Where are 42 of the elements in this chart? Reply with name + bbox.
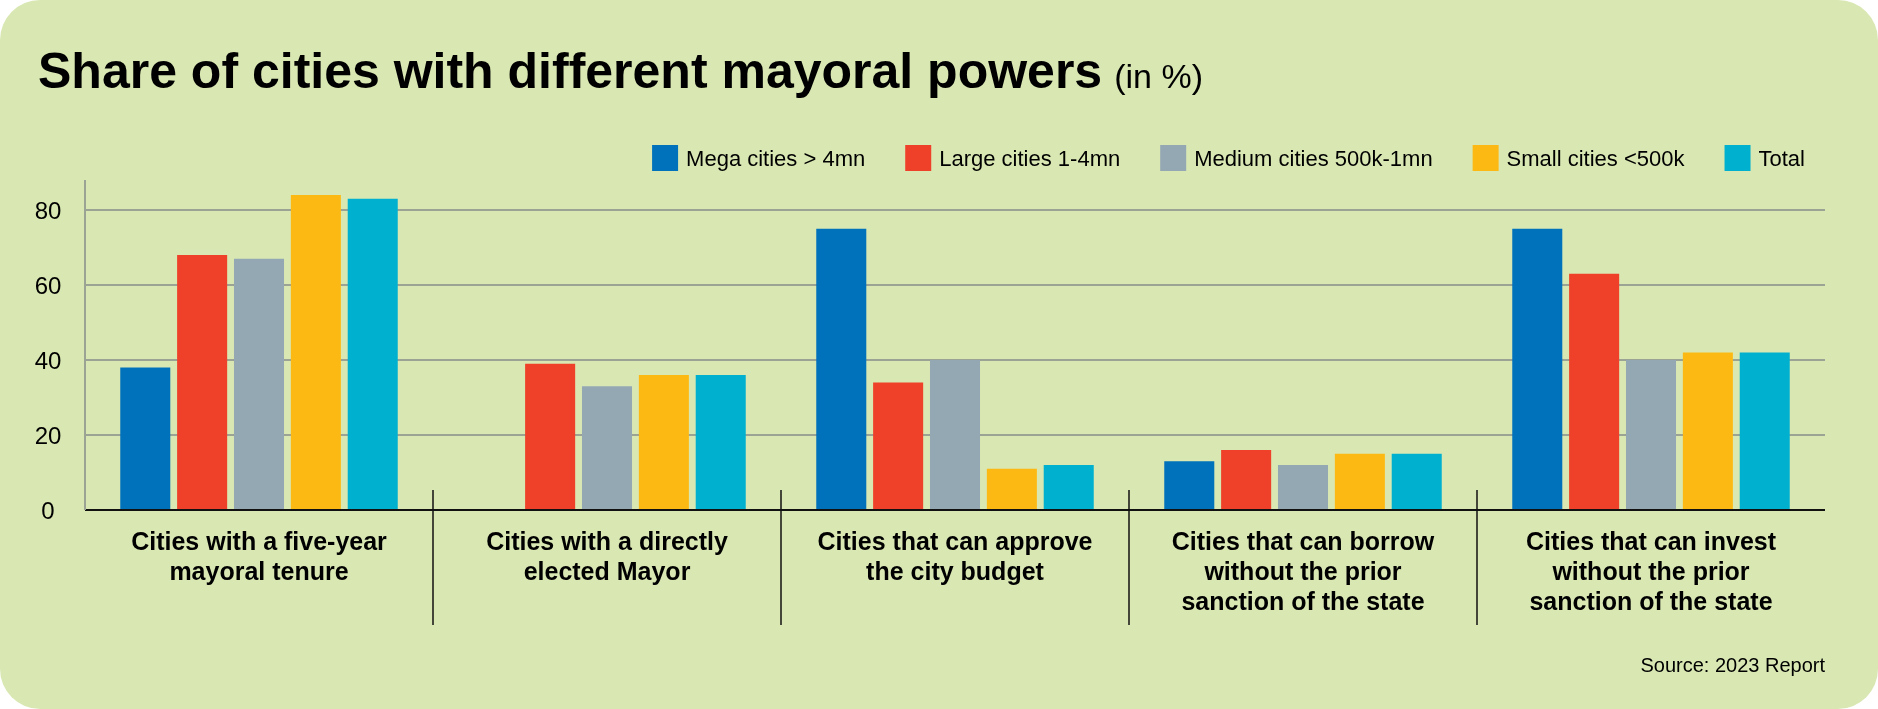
source-note: Source: 2023 Report	[1640, 654, 1826, 676]
bar	[120, 367, 171, 510]
bar	[1334, 453, 1385, 510]
legend-label: Medium cities 500k-1mn	[1194, 146, 1433, 171]
bar	[1512, 228, 1563, 510]
x-tick-label: Cities with a directly elected Mayor	[486, 527, 728, 585]
bar	[816, 228, 867, 510]
legend-label: Small cities <500k	[1506, 146, 1686, 171]
bar	[1391, 453, 1442, 510]
bar	[347, 198, 398, 510]
y-tick-label: 20	[34, 422, 62, 449]
bar	[929, 360, 981, 510]
legend-label: Large cities 1-4mn	[939, 146, 1121, 171]
bar	[986, 468, 1037, 510]
bar	[873, 382, 924, 510]
bar	[1682, 352, 1733, 510]
bar	[1569, 273, 1620, 510]
bar	[177, 255, 228, 510]
legend-label: Total	[1758, 146, 1806, 171]
bar	[1739, 352, 1790, 510]
chart-title: Share of cities with different mayoral powers	[38, 43, 1103, 99]
y-tick-label: 60	[34, 272, 62, 299]
legend-label: Mega cities > 4mn	[686, 146, 866, 171]
x-tick-label: Cities that can borrow without the prior sanction of the state	[1171, 527, 1435, 615]
bar	[1221, 450, 1272, 510]
bar	[1625, 360, 1677, 510]
bar	[525, 363, 576, 510]
bar	[1277, 465, 1329, 510]
chart-subtitle: (in %)	[1114, 57, 1203, 95]
y-tick-label: 0	[41, 497, 55, 524]
x-tick-label: Cities with a five-year mayoral tenure	[131, 527, 388, 585]
bar	[1043, 465, 1094, 510]
y-tick-label: 80	[34, 197, 62, 224]
bar	[1164, 461, 1215, 510]
bar	[638, 375, 689, 510]
x-tick-label: Cities that can approve the city budget	[817, 527, 1093, 585]
bar	[695, 375, 746, 510]
bar	[581, 386, 633, 510]
y-tick-label: 40	[34, 347, 62, 374]
bar	[233, 258, 285, 510]
x-tick-label: Cities that can invest without the prior sanction of the state	[1525, 527, 1777, 615]
bar	[290, 195, 341, 510]
